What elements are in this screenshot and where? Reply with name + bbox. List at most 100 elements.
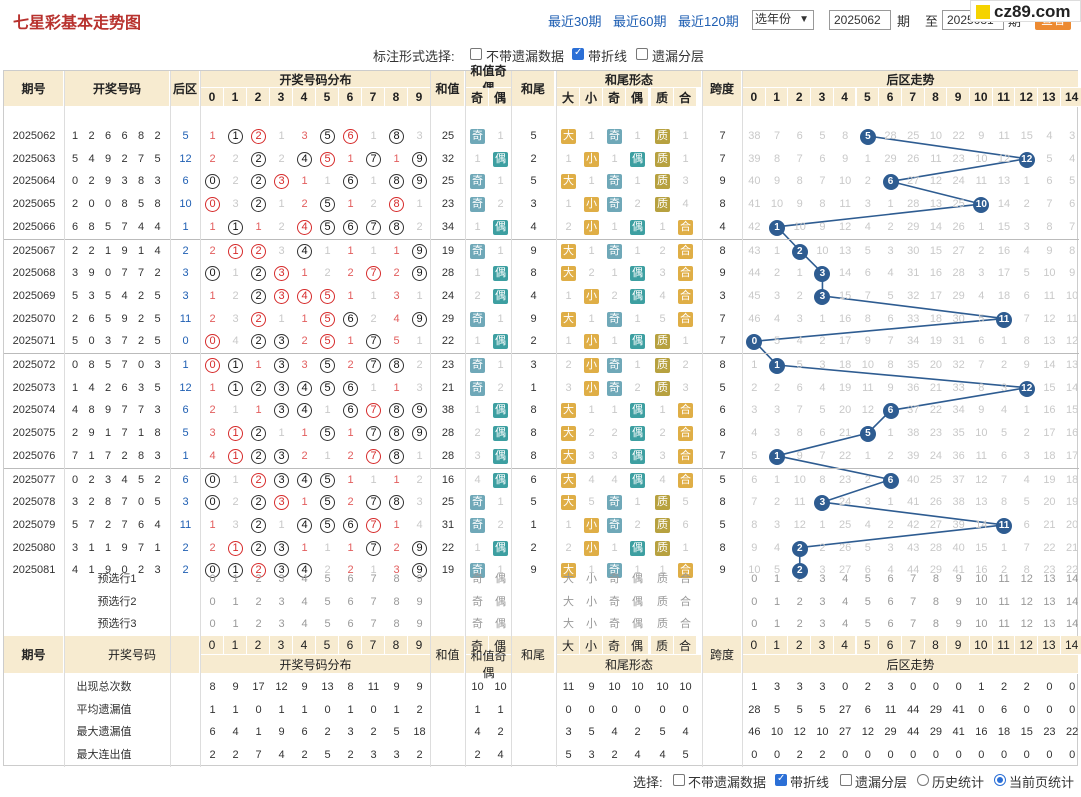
preselect-back[interactable]: 3 — [819, 595, 826, 608]
preselect-form[interactable]: 大 — [563, 618, 574, 631]
preselect-form[interactable]: 小 — [586, 595, 597, 608]
preselect-form[interactable]: 偶 — [632, 573, 643, 585]
preselect-back[interactable]: 6 — [887, 618, 894, 631]
line-checkbox[interactable] — [572, 47, 584, 60]
preselect-form[interactable]: 合 — [680, 573, 691, 585]
preselect-back[interactable]: 8 — [932, 573, 939, 585]
preselect-digit[interactable]: 4 — [301, 595, 308, 608]
preselect-digit[interactable]: 4 — [301, 573, 308, 585]
preselect-back[interactable]: 4 — [842, 595, 849, 608]
preselect-back[interactable]: 11 — [998, 573, 1010, 585]
preselect-digit[interactable]: 4 — [301, 618, 308, 631]
preselect-back[interactable]: 7 — [910, 618, 917, 631]
preselect-digit[interactable]: 6 — [347, 618, 354, 631]
preselect-digit[interactable]: 3 — [278, 573, 285, 585]
preselect-back[interactable]: 9 — [955, 595, 962, 608]
preselect-oe[interactable]: 偶 — [495, 618, 506, 631]
preselect-form[interactable]: 合 — [680, 618, 691, 631]
preselect-form[interactable]: 质 — [657, 618, 668, 631]
preselect-form[interactable]: 奇 — [609, 618, 620, 631]
preselect-back[interactable]: 6 — [887, 573, 894, 585]
preselect-form[interactable]: 大 — [563, 595, 574, 608]
preselect-back[interactable]: 1 — [773, 573, 781, 585]
preselect-form[interactable]: 奇 — [609, 573, 620, 585]
range-link-30[interactable]: 最近30期 — [548, 14, 602, 29]
preselect-digit[interactable]: 0 — [209, 573, 216, 585]
preselect-digit[interactable]: 7 — [370, 595, 377, 608]
history-stats-radio[interactable] — [917, 774, 929, 786]
preselect-digit[interactable]: 8 — [393, 618, 400, 631]
preselect-digit[interactable]: 5 — [324, 618, 331, 631]
preselect-back[interactable]: 7 — [910, 573, 917, 585]
preselect-form[interactable]: 偶 — [632, 595, 643, 608]
bottom-line-checkbox[interactable] — [775, 773, 787, 786]
preselect-back[interactable]: 12 — [1020, 573, 1033, 585]
preselect-digit[interactable]: 1 — [232, 573, 239, 585]
preselect-form[interactable]: 小 — [586, 618, 597, 631]
layer-checkbox[interactable] — [636, 48, 648, 60]
preselect-digit[interactable]: 1 — [232, 618, 239, 631]
preselect-digit[interactable]: 7 — [370, 618, 377, 631]
preselect-digit[interactable]: 2 — [255, 573, 262, 585]
preselect-digit[interactable]: 2 — [255, 618, 262, 631]
preselect-digit[interactable]: 5 — [324, 595, 331, 608]
from-period-input[interactable]: 2025062 — [829, 10, 891, 30]
preselect-back[interactable]: 14 — [1066, 618, 1079, 631]
preselect-back[interactable]: 4 — [842, 573, 849, 585]
range-link-120[interactable]: 最近120期 — [678, 14, 739, 29]
preselect-back[interactable]: 9 — [955, 618, 962, 631]
preselect-back[interactable]: 10 — [975, 595, 988, 608]
bottom-layer-checkbox[interactable] — [840, 774, 852, 786]
preselect-digit[interactable]: 0 — [209, 618, 216, 631]
preselect-back[interactable]: 3 — [819, 573, 826, 585]
preselect-digit[interactable]: 3 — [278, 595, 285, 608]
preselect-oe[interactable]: 偶 — [495, 595, 506, 608]
preselect-back[interactable]: 13 — [1043, 573, 1056, 585]
preselect-back[interactable]: 13 — [1043, 618, 1056, 631]
preselect-back[interactable]: 12 — [1020, 595, 1033, 608]
preselect-oe[interactable]: 偶 — [495, 573, 506, 585]
preselect-digit[interactable]: 1 — [232, 595, 239, 608]
preselect-back[interactable]: 5 — [864, 595, 871, 608]
preselect-back[interactable]: 0 — [751, 618, 758, 631]
preselect-back[interactable]: 11 — [998, 618, 1010, 631]
preselect-digit[interactable]: 8 — [393, 595, 400, 608]
preselect-digit[interactable]: 9 — [416, 618, 423, 631]
preselect-back[interactable]: 5 — [864, 573, 871, 585]
range-link-60[interactable]: 最近60期 — [613, 14, 667, 29]
preselect-digit[interactable]: 3 — [278, 618, 285, 631]
preselect-digit[interactable]: 8 — [393, 573, 400, 585]
preselect-form[interactable]: 合 — [680, 595, 691, 608]
preselect-digit[interactable]: 6 — [347, 595, 354, 608]
page-stats-radio[interactable] — [994, 774, 1006, 786]
preselect-oe[interactable]: 奇 — [472, 595, 483, 608]
preselect-back[interactable]: 14 — [1066, 573, 1079, 585]
preselect-back[interactable]: 12 — [1020, 618, 1033, 631]
bottom-no-omit-checkbox[interactable] — [673, 774, 685, 786]
year-select[interactable]: 选年份 ▼ — [752, 10, 814, 30]
preselect-digit[interactable]: 0 — [209, 595, 216, 608]
preselect-form[interactable]: 小 — [586, 573, 597, 585]
preselect-back[interactable]: 13 — [1043, 595, 1056, 608]
preselect-back[interactable]: 1 — [773, 618, 781, 631]
preselect-digit[interactable]: 2 — [255, 595, 262, 608]
preselect-back[interactable]: 4 — [842, 618, 849, 631]
preselect-back[interactable]: 2 — [796, 618, 803, 631]
preselect-form[interactable]: 质 — [657, 573, 668, 585]
preselect-digit[interactable]: 9 — [416, 573, 423, 585]
preselect-form[interactable]: 大 — [563, 573, 574, 585]
preselect-back[interactable]: 6 — [887, 595, 894, 608]
preselect-digit[interactable]: 5 — [324, 573, 331, 585]
preselect-back[interactable]: 5 — [864, 618, 871, 631]
preselect-back[interactable]: 1 — [773, 595, 781, 608]
preselect-back[interactable]: 0 — [751, 595, 758, 608]
preselect-back[interactable]: 14 — [1066, 595, 1079, 608]
preselect-back[interactable]: 3 — [819, 618, 826, 631]
preselect-oe[interactable]: 奇 — [472, 618, 483, 631]
preselect-form[interactable]: 质 — [657, 595, 668, 608]
preselect-form[interactable]: 奇 — [609, 595, 620, 608]
preselect-back[interactable]: 8 — [932, 618, 939, 631]
preselect-digit[interactable]: 7 — [370, 573, 377, 585]
preselect-back[interactable]: 8 — [932, 595, 939, 608]
preselect-digit[interactable]: 6 — [347, 573, 354, 585]
